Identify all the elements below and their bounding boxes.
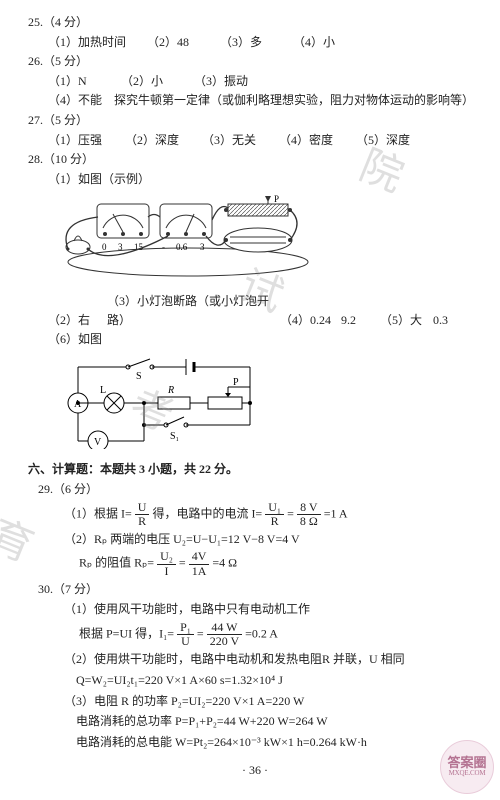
q28-a4a: （4）0.24: [280, 311, 338, 330]
q29-head: 29.（6 分）: [28, 480, 482, 499]
q30-line1: （1）使用风干功能时，电路中只有电动机工作: [28, 600, 482, 619]
q26-a1: （1）N: [48, 72, 118, 91]
badge-mid: 圈: [474, 755, 487, 770]
fig2-r: R: [167, 385, 174, 396]
fig1-scale2c: 3: [200, 242, 205, 252]
q30-l2c: =0.2 A: [245, 626, 278, 640]
fig1-label-p: P: [274, 194, 279, 204]
watermark-badge: 答案圈 MXQE.COM: [440, 740, 494, 794]
fraction: P₁U: [177, 621, 194, 648]
section-6-head: 六、计算题：本题共 3 小题，共 22 分。: [28, 460, 482, 479]
q28-row2: （2）右 （3）小灯泡断路（或小灯泡开路） （4）0.24 9.2 （5）大 0…: [28, 292, 482, 329]
fraction: 44 W220 V: [207, 621, 242, 648]
q28-a1: （1）如图（示例）: [28, 170, 482, 189]
q26-head: 26.（5 分）: [28, 52, 482, 71]
q25-answers: （1）加热时间 （2）48 （3）多 （4）小: [28, 33, 482, 52]
q26-a3: （3）振动: [194, 72, 248, 91]
q29-l1b: 得，电路中的电流 I=: [152, 506, 262, 520]
q27-a4: （4）密度: [279, 131, 353, 150]
q30-l4-text: Q=W₂=UI₂t₁=220 V×1 A×60 s=1.32×10⁴ J: [76, 673, 283, 687]
q29-l1a: （1）根据 I=: [64, 506, 132, 520]
fraction: U₂I: [157, 550, 176, 577]
fig2-l: L: [100, 385, 106, 396]
q26-a4: （4）不能 探究牛顿第一定律（或伽利略理想实验，阻力对物体运动的影响等）: [28, 91, 482, 110]
q30-line5: （3）电阻 R 的功率 P₂=UI₂=220 V×1 A=220 W: [28, 692, 482, 711]
q29-l1d: =1 A: [324, 506, 348, 520]
q27-head: 27.（5 分）: [28, 111, 482, 130]
q29-l3b: =: [179, 556, 186, 570]
q30-line3: （2）使用烘干功能时，电路中电动机和发热电阻R 并联，U 相同: [28, 650, 482, 669]
q29-l3a: Rₚ 的阻值 Rₚ=: [79, 556, 154, 570]
q30-line6: 电路消耗的总功率 P=P₁+P₂=44 W+220 W=264 W: [28, 712, 482, 731]
q28-head: 28.（10 分）: [28, 150, 482, 169]
fraction: UR: [135, 501, 150, 528]
q27-answers: （1）压强 （2）深度 （3）无关 （4）密度 （5）深度: [28, 131, 482, 150]
q28-figure-2: S A L R P S₁ V: [58, 353, 482, 455]
q28-figure-1: P 0 3 15 - 0.6 3: [58, 192, 482, 288]
fig1-scale1a: 0: [102, 242, 107, 252]
q25-a4: （4）小: [293, 33, 335, 52]
q30-line7: 电路消耗的总电能 W=Pt₂=264×10⁻³ kW×1 h=0.264 kW·…: [28, 733, 482, 752]
fig1-scale2b: 0.6: [176, 242, 188, 252]
q30-line4: Q=W₂=UI₂t₁=220 V×1 A×60 s=1.32×10⁴ J: [28, 671, 482, 690]
q29-line3: Rₚ 的阻值 Rₚ= U₂I = 4V1A =4 Ω: [28, 550, 482, 577]
q25-a2: （2）48: [147, 33, 217, 52]
fig2-v: V: [94, 437, 102, 448]
q28-a6: （6）如图: [28, 330, 482, 349]
q29-line1: （1）根据 I= UR 得，电路中的电流 I= U₁R = 8 V8 Ω =1 …: [28, 501, 482, 528]
fig2-s: S: [136, 371, 142, 382]
q25-a3: （3）多: [220, 33, 290, 52]
fraction: 4V1A: [189, 550, 210, 577]
q30-l2b: =: [197, 626, 204, 640]
q30-head: 30.（7 分）: [28, 580, 482, 599]
q27-a1: （1）压强: [48, 131, 122, 150]
q29-line2: （2）Rₚ 两端的电压 U₂=U−U₁=12 V−8 V=4 V: [28, 530, 482, 549]
q30-line2: 根据 P=UI 得，I₁= P₁U = 44 W220 V =0.2 A: [28, 621, 482, 648]
q27-a2: （2）深度: [125, 131, 199, 150]
page-number: · 36 ·: [28, 761, 482, 780]
q27-a5: （5）深度: [356, 131, 410, 150]
q28-a4b: 9.2: [341, 311, 377, 330]
fraction: 8 V8 Ω: [297, 501, 321, 528]
q29-l3c: =4 Ω: [212, 556, 237, 570]
q28-a3: （3）小灯泡断路（或小灯泡开路）: [107, 292, 277, 329]
badge-top: 答案: [447, 755, 473, 770]
fig1-scale2a: -: [162, 242, 165, 252]
q26-row1: （1）N （2）小 （3）振动: [28, 72, 482, 91]
q27-a3: （3）无关: [202, 131, 276, 150]
fig2-p: P: [233, 377, 239, 388]
q28-a5b: 0.3: [433, 311, 448, 330]
fig2-s1: S₁: [170, 431, 179, 442]
q28-a5a: （5）大: [380, 311, 430, 330]
q28-a2: （2）右: [48, 311, 104, 330]
q25-a1: （1）加热时间: [48, 33, 144, 52]
fraction: U₁R: [265, 501, 284, 528]
q30-l2a: 根据 P=UI 得，I₁=: [79, 626, 174, 640]
q26-a2: （2）小: [121, 72, 191, 91]
fig1-scale1b: 3: [118, 242, 123, 252]
q25-head: 25.（4 分）: [28, 13, 482, 32]
badge-url: MXQE.COM: [441, 770, 493, 778]
q30-l6-text: 电路消耗的总功率 P=P₁+P₂=44 W+220 W=264 W: [76, 714, 328, 728]
q29-l1c: =: [287, 506, 294, 520]
q30-l7-text: 电路消耗的总电能 W=Pt₂=264×10⁻³ kW×1 h=0.264 kW·…: [76, 735, 367, 749]
